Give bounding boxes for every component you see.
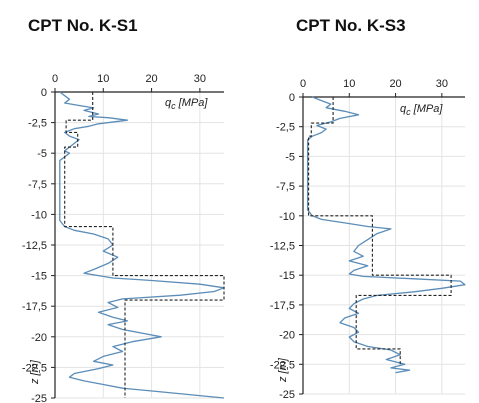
x-axis-label: qc [MPa] (400, 103, 443, 117)
y-tick-label: -15 (31, 271, 47, 283)
x-axis-label: qc [MPa] (165, 97, 208, 111)
x-tick-label: 20 (389, 78, 401, 90)
series-design-profile (64, 92, 225, 398)
y-tick-label: -20 (31, 332, 47, 344)
y-tick-label: -17,5 (270, 300, 295, 312)
y-tick-label: -25 (31, 393, 47, 403)
chart-title: CPT No. K-S1 (28, 16, 138, 35)
x-tick-label: 20 (145, 73, 157, 85)
chart-panel-k-s1: CPT No. K-S1 0 10 20 30 0 -2,5 -5 -7,5 -10 -12,5 -… (22, 16, 225, 403)
y-tick-label: 0 (41, 87, 47, 99)
y-tick-label: -7,5 (28, 179, 47, 191)
chart-k-s1: 0 10 20 30 0 -2,5 -5 -7,5 -10 -12,5 -15 -17,5 -20 -22… (22, 73, 225, 403)
chart-title: CPT No. K-S3 (296, 16, 406, 35)
y-tick-label: -22,5 (22, 362, 47, 374)
y-tick-label: -5 (37, 148, 47, 160)
y-tick-label: -22,5 (270, 359, 295, 371)
x-tick-label: 10 (343, 78, 355, 90)
y-axis-label: z [m] (277, 357, 289, 383)
y-tick-label: -17,5 (22, 301, 47, 313)
y-tick-label: -5 (285, 151, 295, 163)
x-tick-label: 10 (97, 73, 109, 85)
y-tick-label: -2,5 (28, 118, 47, 130)
y-tick-label: -12,5 (22, 240, 47, 252)
x-tick-label: 0 (52, 73, 58, 85)
series-design-profile (308, 97, 452, 366)
y-tick-label: -15 (279, 270, 295, 282)
series-measured-qc (306, 96, 466, 374)
y-tick-label: -10 (279, 211, 295, 223)
y-tick-label: -25 (279, 389, 295, 401)
y-tick-label: -2,5 (276, 122, 295, 134)
x-tick-label: 0 (300, 78, 306, 90)
series-measured-qc (59, 91, 225, 399)
chart-k-s3: 0 10 20 30 0 -2,5 -5 -7,5 -10 -12,5 -15 -17,5 -20 -22… (270, 78, 466, 401)
x-tick-label: 30 (436, 78, 448, 90)
y-tick-label: -10 (31, 209, 47, 221)
y-tick-label: -7,5 (276, 181, 295, 193)
y-tick-label: -20 (279, 330, 295, 342)
y-tick-label: -12,5 (270, 241, 295, 253)
x-tick-label: 30 (194, 73, 206, 85)
chart-panel-k-s3: CPT No. K-S3 0 10 20 30 0 -2,5 -5 -7,5 -10 -12,5 -… (240, 0, 479, 403)
y-tick-label: 0 (289, 92, 295, 104)
y-axis-label: z [m] (29, 359, 41, 385)
